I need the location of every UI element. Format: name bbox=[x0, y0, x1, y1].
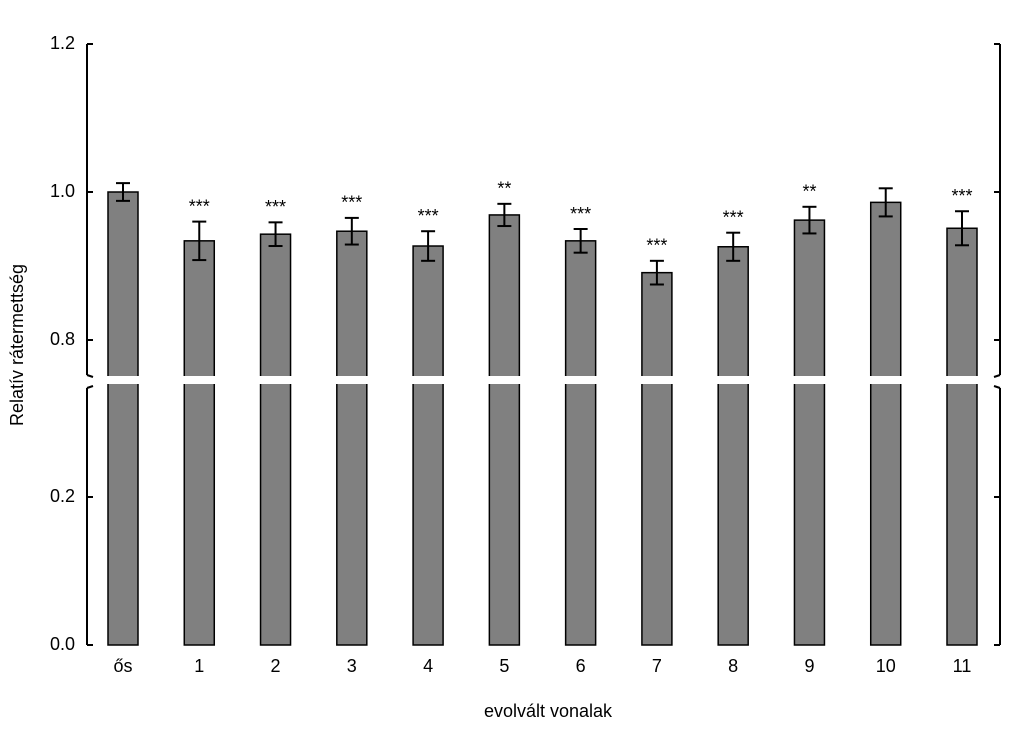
bar-break-gap bbox=[716, 376, 751, 384]
significance-label: ** bbox=[497, 179, 511, 199]
x-tick-label: 9 bbox=[804, 656, 814, 676]
error-bar bbox=[116, 182, 130, 202]
error-bar bbox=[344, 216, 359, 246]
x-tick-label: 4 bbox=[423, 656, 433, 676]
y-tick-label: 1.2 bbox=[50, 33, 75, 53]
significance-label: *** bbox=[723, 207, 744, 227]
significance-label: ** bbox=[802, 182, 816, 202]
significance-label: *** bbox=[418, 206, 439, 226]
significance-label: *** bbox=[570, 204, 591, 224]
x-tick-label: ős bbox=[113, 656, 132, 676]
bar bbox=[259, 233, 292, 646]
error-bar bbox=[497, 202, 512, 228]
x-axis-label: evolvált vonalak bbox=[484, 701, 613, 721]
y-tick-label: 1.0 bbox=[50, 181, 75, 201]
error-bar bbox=[649, 259, 664, 286]
bar bbox=[488, 214, 521, 646]
bar bbox=[336, 230, 368, 646]
axis-break-mark bbox=[993, 374, 1001, 378]
error-bar bbox=[268, 221, 283, 248]
bar-break-gap bbox=[945, 376, 979, 384]
significance-label: *** bbox=[951, 186, 972, 206]
error-bar bbox=[421, 230, 436, 262]
x-tick-label: 8 bbox=[728, 656, 738, 676]
bar-break-gap bbox=[868, 376, 903, 384]
bar-break-gap bbox=[106, 376, 140, 384]
bar bbox=[564, 240, 597, 646]
bar-break-gap bbox=[639, 376, 674, 384]
significance-label: *** bbox=[646, 236, 667, 256]
y-tick-label: 0.2 bbox=[50, 486, 75, 506]
x-tick-label: 3 bbox=[347, 656, 357, 676]
y-tick-label: 0.0 bbox=[50, 634, 75, 654]
significance-label: *** bbox=[265, 197, 286, 217]
bar bbox=[641, 271, 673, 646]
bar bbox=[793, 219, 826, 646]
bar-break-gap bbox=[258, 376, 293, 384]
bar bbox=[717, 246, 749, 646]
bar-break-gap bbox=[411, 376, 446, 384]
bar bbox=[183, 240, 216, 646]
x-tick-label: 5 bbox=[499, 656, 509, 676]
error-bar bbox=[192, 220, 207, 262]
bar bbox=[946, 227, 978, 646]
axis-break-mark bbox=[86, 374, 94, 378]
x-tick-label: 10 bbox=[876, 656, 896, 676]
bar bbox=[107, 191, 139, 646]
error-bar bbox=[726, 231, 741, 262]
bar-break-gap bbox=[334, 376, 369, 384]
x-tick-label: 11 bbox=[953, 656, 972, 676]
significance-label: *** bbox=[189, 196, 210, 216]
x-tick-label: 1 bbox=[194, 656, 204, 676]
bar bbox=[869, 201, 902, 646]
error-bar bbox=[878, 187, 893, 218]
significance-label: *** bbox=[341, 193, 362, 213]
axis-break-mark bbox=[993, 385, 1001, 389]
bar-break-gap bbox=[792, 376, 827, 384]
x-tick-label: 7 bbox=[652, 656, 662, 676]
error-bar bbox=[955, 210, 969, 247]
y-tick-label: 0.8 bbox=[50, 329, 75, 349]
bar bbox=[412, 245, 444, 646]
x-tick-label: 2 bbox=[271, 656, 281, 676]
bar-break-gap bbox=[563, 376, 598, 384]
axis-break-mark bbox=[86, 385, 94, 389]
bar-break-gap bbox=[487, 376, 522, 384]
error-bar bbox=[802, 205, 817, 235]
error-bar bbox=[573, 228, 588, 254]
bar-break-gap bbox=[182, 376, 217, 384]
y-axis-label: Relatív rátermettség bbox=[7, 264, 27, 426]
x-tick-label: 6 bbox=[576, 656, 586, 676]
